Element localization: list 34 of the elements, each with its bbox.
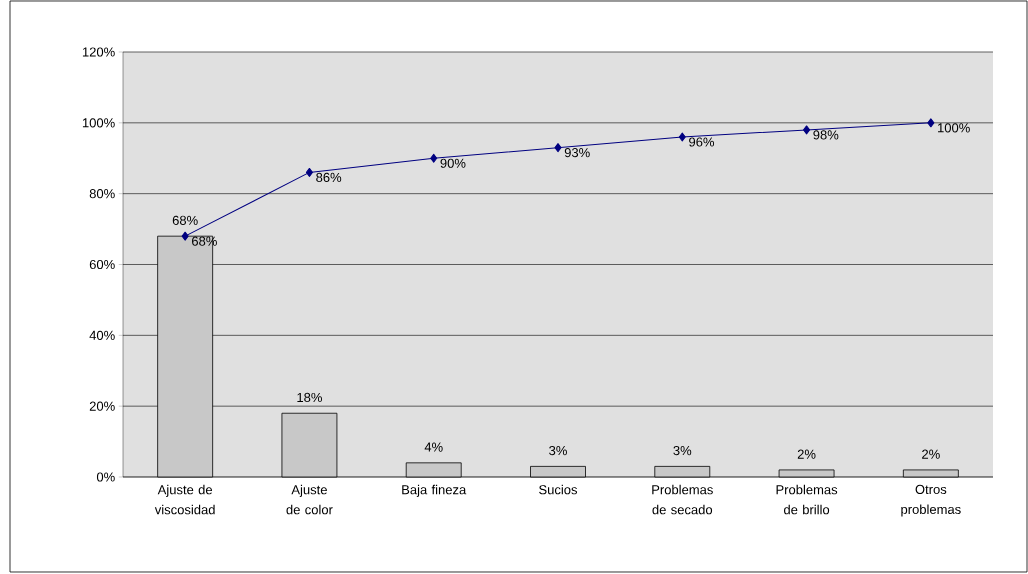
data-label: 96% bbox=[689, 137, 715, 147]
data-label: 100% bbox=[938, 123, 970, 133]
x-tick-label: Sucios bbox=[539, 484, 578, 495]
x-tick-label: Otros problemas bbox=[901, 484, 961, 517]
point bbox=[678, 132, 686, 142]
data-label: 3% bbox=[673, 445, 692, 456]
y-tick-label: 80% bbox=[89, 189, 115, 199]
data-label: 98% bbox=[813, 130, 839, 140]
y-tick-label: 60% bbox=[89, 259, 115, 270]
data-label: 3% bbox=[549, 445, 567, 456]
point bbox=[181, 231, 189, 241]
point bbox=[305, 167, 313, 177]
data-label: 68% bbox=[172, 215, 198, 225]
x-tick-label: Ajuste de color bbox=[286, 484, 333, 515]
y-tick-label: 20% bbox=[89, 401, 115, 411]
y-tick-label: 100% bbox=[82, 118, 115, 128]
x-tick-label: Problemas de brillo bbox=[776, 484, 838, 515]
x-tick-label: Ajuste de viscosidad bbox=[154, 484, 215, 515]
point bbox=[927, 118, 935, 128]
point bbox=[554, 143, 562, 153]
x-tick-label: Baja fineza bbox=[402, 484, 467, 497]
data-label: 93% bbox=[564, 148, 590, 158]
point bbox=[803, 125, 811, 135]
point bbox=[430, 153, 438, 163]
data-label: 90% bbox=[440, 158, 466, 168]
data-label: 18% bbox=[297, 392, 322, 403]
y-tick-label: 0% bbox=[96, 472, 115, 482]
x-tick-label: Problemas de secado bbox=[652, 484, 713, 515]
y-tick-label: 40% bbox=[89, 330, 115, 340]
data-label: 4% bbox=[424, 442, 443, 452]
data-label: 86% bbox=[316, 172, 342, 183]
data-label: 2% bbox=[797, 449, 816, 459]
y-tick-label: 120% bbox=[82, 47, 115, 57]
data-label: 2% bbox=[922, 449, 940, 459]
